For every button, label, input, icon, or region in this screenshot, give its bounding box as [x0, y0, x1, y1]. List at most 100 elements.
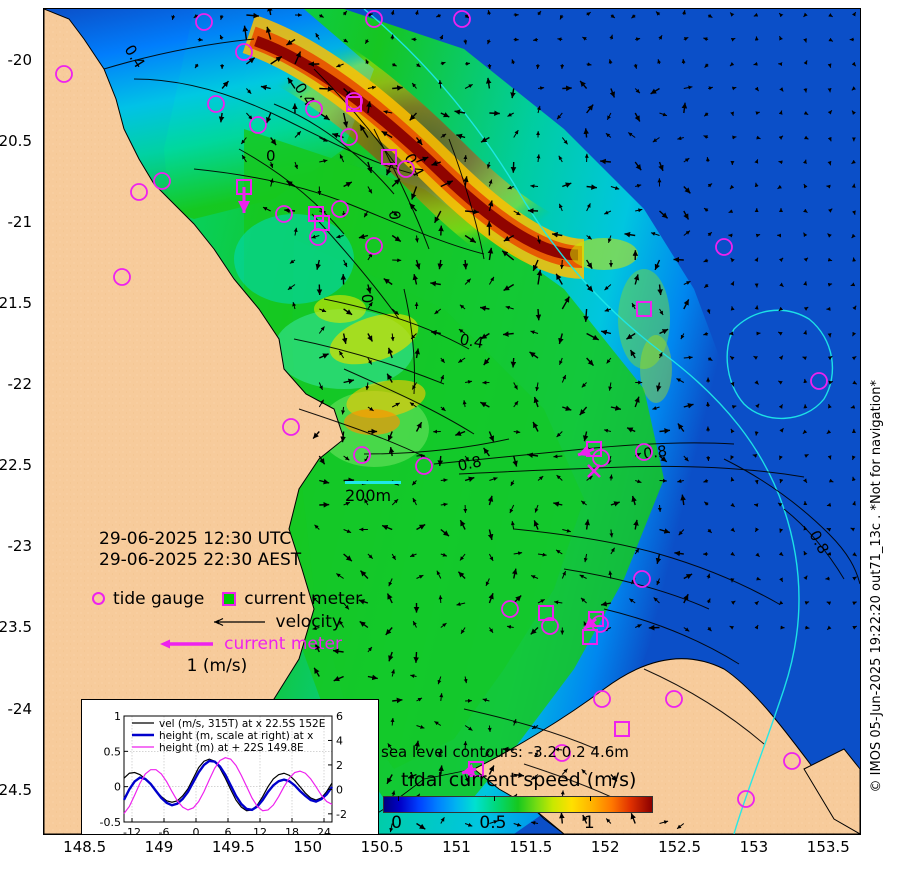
velocity-arrow — [852, 625, 858, 630]
depth-scalebar: 200m — [345, 481, 401, 505]
velocity-arrow — [463, 155, 468, 163]
tide-gauge-marker[interactable] — [55, 65, 73, 83]
tide-gauge-marker[interactable] — [737, 790, 755, 808]
tide-gauge-marker[interactable] — [810, 372, 828, 390]
velocity-arrow — [703, 112, 709, 117]
chart-tick-label-right: -2 — [336, 808, 347, 821]
velocity-arrow — [558, 155, 563, 163]
current-meter-marker[interactable] — [582, 629, 598, 645]
chart-tick-label-right: 4 — [336, 734, 343, 747]
velocity-arrow — [731, 86, 737, 91]
velocity-arrow — [464, 774, 469, 783]
velocity-arrow — [707, 626, 712, 632]
tide-gauge-marker[interactable] — [340, 128, 358, 146]
velocity-arrow — [703, 37, 709, 42]
tide-gauge-marker[interactable] — [207, 95, 225, 113]
timeseries-inset[interactable]: -0.5 0 0.5 1 -2 0 2 4 6 -12 -6 0 6 12 18 24 vel (m/s, 31… — [81, 699, 379, 834]
tide-gauge-marker[interactable] — [195, 13, 213, 31]
velocity-arrow — [462, 259, 469, 270]
velocity-arrow — [851, 455, 856, 461]
instrument-markers[interactable] — [55, 10, 828, 808]
velocity-arrow — [339, 154, 345, 163]
velocity-arrow — [605, 818, 612, 824]
velocity-arrow — [415, 137, 423, 146]
tide-gauge-marker[interactable] — [397, 160, 415, 178]
velocity-arrow — [270, 55, 283, 65]
velocity-arrow — [489, 820, 498, 824]
current-meter-marker[interactable] — [614, 721, 630, 737]
tide-gauge-marker[interactable] — [553, 744, 571, 762]
velocity-arrow — [219, 14, 224, 20]
velocity-arrow — [533, 520, 540, 530]
velocity-arrow — [359, 570, 369, 579]
velocity-arrow — [387, 347, 394, 359]
velocity-arrow — [730, 502, 736, 508]
tide-gauge-marker[interactable] — [275, 205, 293, 223]
velocity-arrow — [778, 160, 783, 165]
velocity-arrow — [484, 749, 490, 757]
velocity-arrow — [827, 136, 832, 142]
latitude-tick-label: -22 — [7, 375, 33, 394]
tide-gauge-marker[interactable] — [633, 570, 651, 588]
tide-gauge-marker[interactable] — [153, 172, 171, 190]
current-meter-marker[interactable] — [636, 301, 652, 317]
tide-gauge-marker[interactable] — [353, 446, 371, 464]
velocity-arrow — [851, 355, 857, 361]
velocity-arrow — [852, 380, 858, 385]
velocity-arrow — [851, 501, 856, 506]
velocity-arrow — [730, 257, 735, 263]
velocity-arrow — [562, 85, 572, 92]
velocity-arrow — [659, 455, 668, 463]
tide-gauge-marker[interactable] — [715, 238, 733, 256]
velocity-arrow — [659, 328, 669, 335]
velocity-arrow — [460, 627, 466, 635]
current-meter-marker[interactable] — [538, 605, 554, 621]
velocity-arrow — [802, 478, 808, 484]
velocity-arrow — [650, 87, 660, 95]
velocity-arrow — [415, 259, 421, 270]
tide-gauge-marker[interactable] — [635, 443, 653, 461]
timestamp-block: 29-06-2025 12:30 UTC 29-06-2025 22:30 AE… — [99, 529, 301, 571]
map-plot-area[interactable]: 0.4 0.4 0.4 0 0 0 0.4 0.8 0.8 0.8 — [43, 8, 861, 835]
tide-gauge-icon — [92, 592, 105, 605]
velocity-arrow — [487, 39, 491, 45]
current-meter-marker[interactable] — [381, 149, 397, 165]
velocity-arrow — [803, 12, 808, 18]
current-meter-marker[interactable] — [314, 215, 330, 231]
tide-gauge-marker[interactable] — [593, 690, 611, 708]
tide-gauge-marker[interactable] — [783, 752, 801, 770]
tide-gauge-marker[interactable] — [130, 183, 148, 201]
velocity-arrow — [729, 184, 735, 190]
velocity-arrow — [633, 274, 640, 285]
tide-gauge-marker[interactable] — [249, 116, 267, 134]
velocity-arrow — [804, 453, 809, 458]
tide-gauge-marker[interactable] — [331, 200, 349, 218]
tide-gauge-marker[interactable] — [365, 10, 383, 28]
velocity-arrow — [511, 568, 518, 579]
current-meter-marker[interactable] — [346, 96, 362, 112]
velocity-arrow — [558, 333, 564, 345]
tide-gauge-marker[interactable] — [665, 690, 683, 708]
tide-gauge-marker[interactable] — [235, 43, 253, 61]
velocity-arrow — [777, 184, 782, 190]
velocity-arrow — [505, 305, 514, 310]
velocity-arrow — [342, 112, 349, 128]
velocity-arrow — [803, 110, 809, 116]
chart-legend-label: height (m) at + 22S 149.8E — [159, 742, 304, 754]
velocity-arrow — [562, 405, 572, 411]
velocity-arrow — [501, 250, 515, 261]
tide-gauge-marker[interactable] — [113, 268, 131, 286]
velocity-arrow — [533, 37, 539, 42]
velocity-arrow — [730, 306, 735, 311]
tide-gauge-marker[interactable] — [541, 617, 559, 635]
velocity-arrow — [583, 553, 588, 563]
tide-gauge-marker[interactable] — [365, 237, 383, 255]
velocity-arrow — [586, 62, 592, 67]
velocity-arrow — [778, 355, 784, 360]
tide-gauge-marker[interactable] — [501, 600, 519, 618]
tide-gauge-marker[interactable] — [282, 418, 300, 436]
tide-gauge-marker[interactable] — [415, 457, 433, 475]
tide-gauge-marker[interactable] — [305, 100, 323, 118]
colorbar-tick-mark — [493, 796, 495, 801]
tide-gauge-marker[interactable] — [453, 10, 471, 28]
